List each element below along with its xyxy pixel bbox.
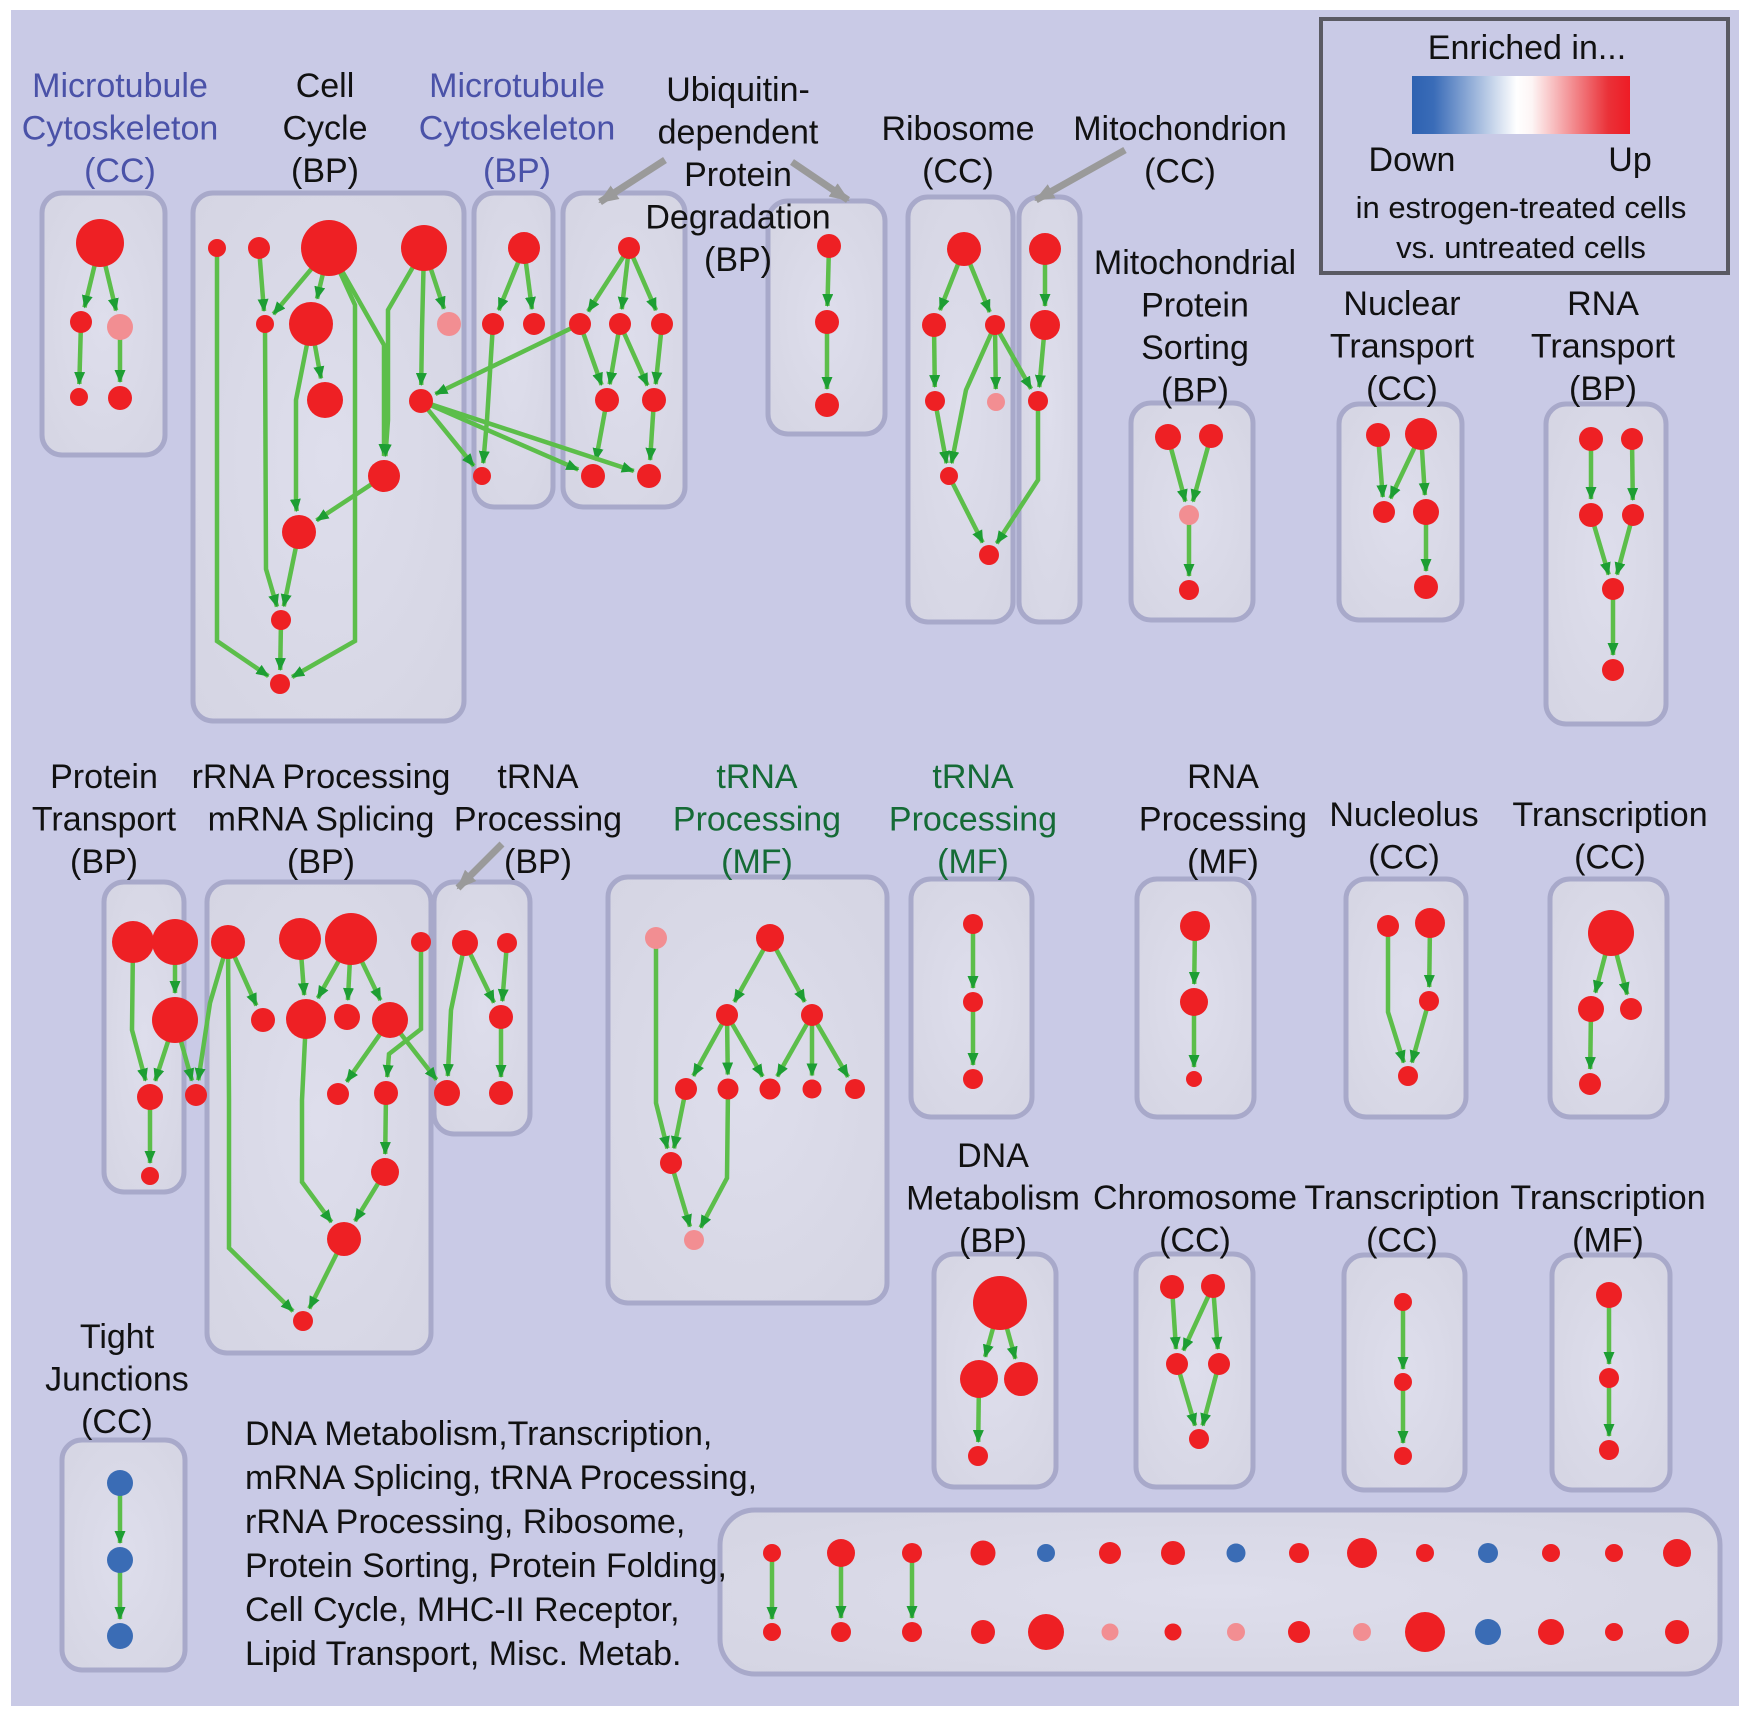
svg-text:rRNA Processing: rRNA Processing	[192, 758, 451, 796]
svg-text:(BP): (BP)	[704, 241, 772, 279]
svg-text:Lipid Transport, Misc. Metab.: Lipid Transport, Misc. Metab.	[245, 1635, 682, 1673]
svg-text:Cytoskeleton: Cytoskeleton	[22, 110, 219, 148]
svg-text:Transcription: Transcription	[1304, 1179, 1499, 1217]
svg-text:(BP): (BP)	[959, 1222, 1027, 1260]
svg-text:Cell: Cell	[296, 67, 355, 105]
svg-text:(BP): (BP)	[291, 152, 359, 190]
svg-text:mRNA Splicing, tRNA Processing: mRNA Splicing, tRNA Processing,	[245, 1459, 757, 1497]
svg-text:(CC): (CC)	[1574, 839, 1646, 877]
svg-text:(MF): (MF)	[1187, 843, 1259, 881]
svg-text:(BP): (BP)	[287, 843, 355, 881]
svg-text:Microtubule: Microtubule	[429, 67, 605, 105]
svg-text:Enriched in...: Enriched in...	[1428, 29, 1626, 67]
svg-text:RNA: RNA	[1567, 285, 1639, 323]
svg-text:(CC): (CC)	[1368, 839, 1440, 877]
svg-text:mRNA Splicing: mRNA Splicing	[208, 801, 435, 839]
svg-text:(CC): (CC)	[84, 152, 156, 190]
svg-text:Processing: Processing	[1139, 801, 1307, 839]
svg-text:(CC): (CC)	[1366, 370, 1438, 408]
svg-text:Protein Sorting, Protein Foldi: Protein Sorting, Protein Folding,	[245, 1547, 727, 1585]
svg-text:RNA: RNA	[1187, 758, 1259, 796]
svg-text:Mitochondrial: Mitochondrial	[1094, 244, 1296, 282]
svg-text:Degradation: Degradation	[645, 199, 830, 237]
svg-text:Metabolism: Metabolism	[906, 1180, 1080, 1218]
svg-text:vs. untreated cells: vs. untreated cells	[1396, 230, 1646, 265]
svg-text:Down: Down	[1369, 141, 1456, 179]
svg-text:Nucleolus: Nucleolus	[1329, 796, 1478, 834]
svg-text:Ubiquitin-: Ubiquitin-	[666, 71, 810, 109]
svg-text:Transcription: Transcription	[1512, 796, 1707, 834]
svg-text:Cytoskeleton: Cytoskeleton	[419, 110, 616, 148]
svg-text:Junctions: Junctions	[45, 1361, 189, 1399]
svg-text:tRNA: tRNA	[932, 758, 1014, 796]
svg-text:(BP): (BP)	[483, 152, 551, 190]
svg-text:in estrogen-treated cells: in estrogen-treated cells	[1356, 190, 1687, 225]
svg-text:(BP): (BP)	[1569, 370, 1637, 408]
svg-text:Nuclear: Nuclear	[1343, 285, 1460, 323]
svg-text:Ribosome: Ribosome	[881, 110, 1034, 148]
svg-text:(MF): (MF)	[1572, 1222, 1644, 1260]
svg-text:rRNA Processing, Ribosome,: rRNA Processing, Ribosome,	[245, 1503, 685, 1541]
svg-text:Microtubule: Microtubule	[32, 67, 208, 105]
svg-text:Protein: Protein	[684, 156, 792, 194]
svg-text:Mitochondrion: Mitochondrion	[1073, 110, 1287, 148]
svg-text:DNA: DNA	[957, 1137, 1029, 1175]
svg-text:Transport: Transport	[32, 801, 177, 839]
svg-text:(CC): (CC)	[922, 153, 994, 191]
svg-text:(CC): (CC)	[1144, 153, 1216, 191]
svg-text:Sorting: Sorting	[1141, 329, 1249, 367]
svg-text:Protein: Protein	[50, 758, 158, 796]
svg-text:dependent: dependent	[658, 114, 819, 152]
svg-text:Processing: Processing	[889, 801, 1057, 839]
svg-text:Processing: Processing	[673, 801, 841, 839]
svg-text:Transcription: Transcription	[1510, 1179, 1705, 1217]
svg-text:Cycle: Cycle	[282, 110, 367, 148]
svg-text:Tight: Tight	[80, 1318, 155, 1356]
svg-text:Processing: Processing	[454, 801, 622, 839]
svg-text:(BP): (BP)	[70, 843, 138, 881]
svg-text:tRNA: tRNA	[716, 758, 798, 796]
svg-text:(BP): (BP)	[1161, 372, 1229, 410]
svg-text:Cell Cycle, MHC-II Receptor,: Cell Cycle, MHC-II Receptor,	[245, 1591, 680, 1629]
svg-text:(BP): (BP)	[504, 843, 572, 881]
svg-text:(CC): (CC)	[1366, 1222, 1438, 1260]
svg-text:Chromosome: Chromosome	[1093, 1179, 1297, 1217]
svg-text:Transport: Transport	[1330, 328, 1475, 366]
svg-text:DNA Metabolism,Transcription,: DNA Metabolism,Transcription,	[245, 1415, 712, 1453]
svg-text:(MF): (MF)	[937, 843, 1009, 881]
svg-text:(CC): (CC)	[1159, 1222, 1231, 1260]
svg-text:Transport: Transport	[1531, 328, 1676, 366]
svg-text:(MF): (MF)	[721, 843, 793, 881]
svg-text:Up: Up	[1608, 141, 1651, 179]
svg-text:Protein: Protein	[1141, 287, 1249, 325]
svg-text:(CC): (CC)	[81, 1403, 153, 1441]
svg-text:tRNA: tRNA	[497, 758, 579, 796]
